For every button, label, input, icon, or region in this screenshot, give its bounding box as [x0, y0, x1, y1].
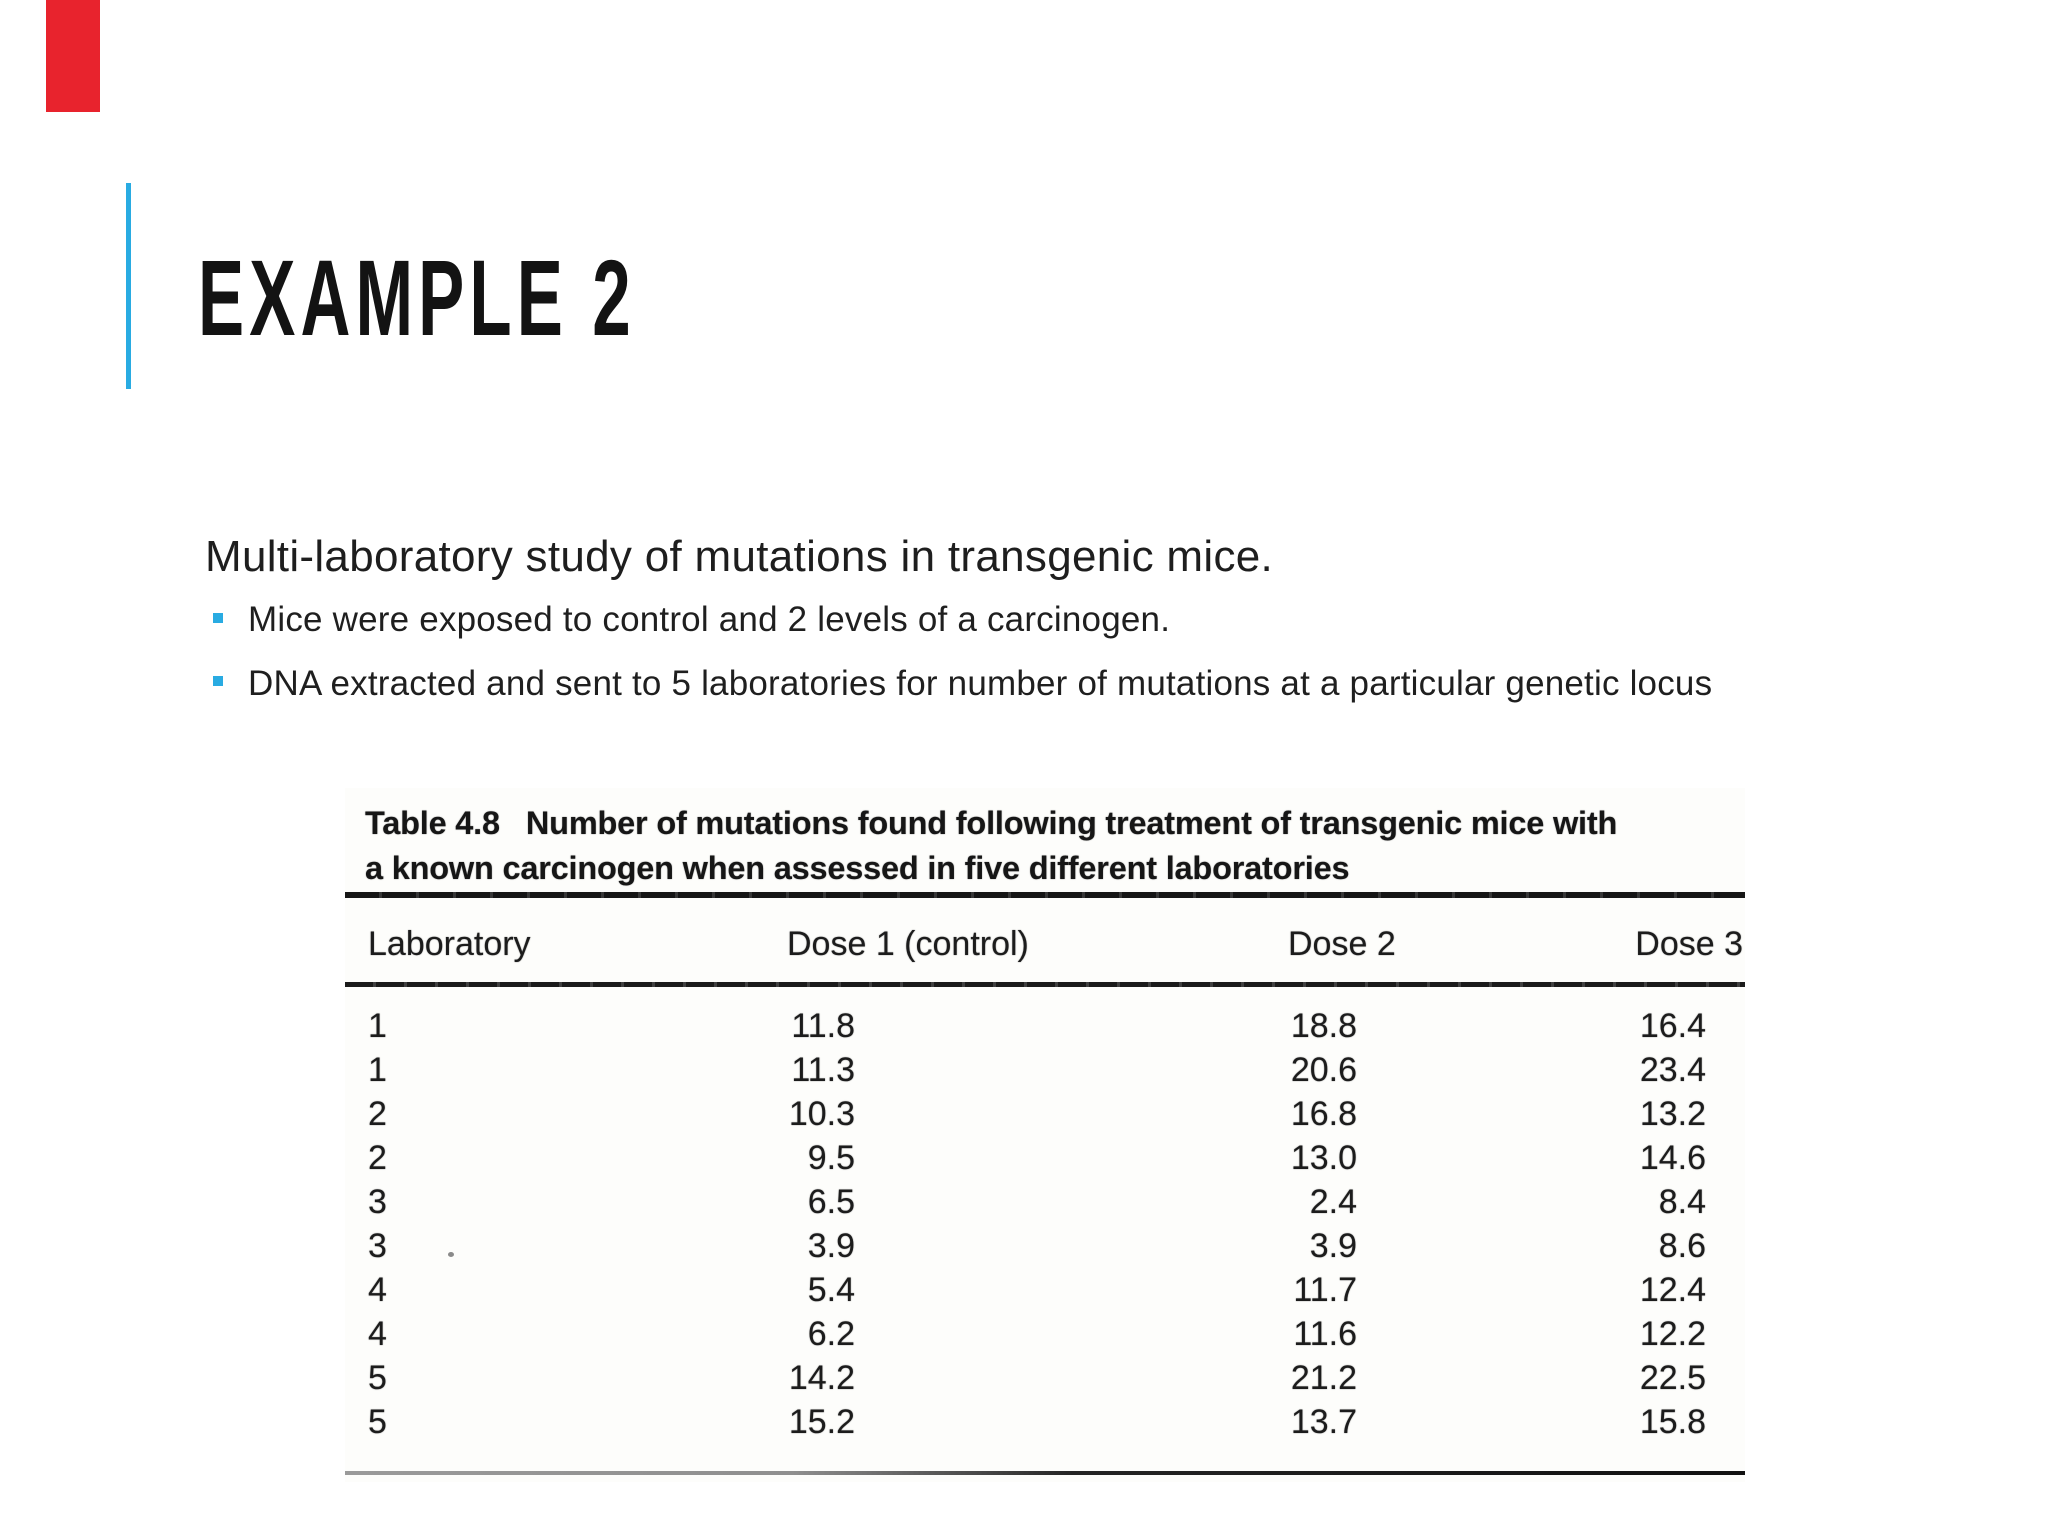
table-cell: 11.3: [791, 1051, 855, 1089]
table-cell: 3: [368, 1183, 387, 1221]
table-cell: 15.8: [1639, 1403, 1706, 1441]
table-cell: 14.6: [1639, 1139, 1706, 1177]
table-cell: 3.9: [1309, 1227, 1357, 1265]
table-cell: 18.8: [1290, 1007, 1357, 1045]
table-header-rule: [345, 982, 1745, 987]
table-cell: 21.2: [1290, 1359, 1357, 1397]
table-cell: 3.9: [807, 1227, 855, 1265]
table-bottom-rule: [345, 1471, 1745, 1475]
table-cell: 5: [368, 1359, 387, 1397]
table-row: 4 5.4 11.7 12.4: [345, 1268, 1745, 1312]
table-cell: 16.4: [1639, 1007, 1706, 1045]
table-row: 5 15.2 13.7 15.8: [345, 1400, 1745, 1444]
table-cell: 12.4: [1639, 1271, 1706, 1309]
table-cell: 13.7: [1290, 1403, 1357, 1441]
table-cell: 12.2: [1639, 1315, 1706, 1353]
table-cell: 6.2: [807, 1315, 855, 1353]
table-cell: 4: [368, 1315, 387, 1353]
table-cell: 16.8: [1290, 1095, 1357, 1133]
table-cell: 13.0: [1290, 1139, 1357, 1177]
slide-title: EXAMPLE 2: [198, 237, 636, 358]
table-caption-line1: Number of mutations found following trea…: [525, 805, 1618, 841]
table-cell: 2: [368, 1139, 387, 1177]
table-cell: 2.4: [1309, 1183, 1357, 1221]
table-row: 5 14.2 21.2 22.5: [345, 1356, 1745, 1400]
table-cell: 23.4: [1639, 1051, 1706, 1089]
table-cell: 6.5: [807, 1183, 855, 1221]
table-cell: 11.6: [1293, 1315, 1357, 1353]
table-row: 3 3.9 3.9 8.6: [345, 1224, 1745, 1268]
table-cell: 15.2: [788, 1403, 855, 1441]
column-header-dose3: Dose 3: [1635, 925, 1743, 963]
column-header-dose1: Dose 1 (control): [787, 925, 1029, 963]
red-corner-tab: [46, 0, 100, 112]
table-cell: 10.3: [788, 1095, 855, 1133]
title-accent-line: [126, 183, 131, 389]
table-cell: 11.7: [1293, 1271, 1357, 1309]
scanned-table-image: Table 4.8 Number of mutations found follo…: [345, 788, 1745, 1482]
table-body: 1 11.8 18.8 16.4 1 11.3 20.6 23.4 2 10.3 16.8 13.2 2…: [345, 1004, 1745, 1444]
table-row: 2 9.5 13.0 14.6: [345, 1136, 1745, 1180]
table-cell: 8.6: [1658, 1227, 1706, 1265]
table-cell: 14.2: [788, 1359, 855, 1397]
table-cell: 4: [368, 1271, 387, 1309]
table-cell: 5.4: [807, 1271, 855, 1309]
table-cell: 9.5: [807, 1139, 855, 1177]
table-row: 2 10.3 16.8 13.2: [345, 1092, 1745, 1136]
table-caption-line2: a known carcinogen when assessed in five…: [365, 850, 1350, 886]
column-header-dose2: Dose 2: [1288, 925, 1396, 963]
table-cell: 1: [368, 1051, 387, 1089]
table-row: 3 6.5 2.4 8.4: [345, 1180, 1745, 1224]
table-cell: 3: [368, 1227, 387, 1265]
table-cell: 1: [368, 1007, 387, 1045]
bullet-square-icon: [213, 613, 223, 623]
table-cell: 13.2: [1639, 1095, 1706, 1133]
table-cell: 20.6: [1290, 1051, 1357, 1089]
table-cell: 2: [368, 1095, 387, 1133]
table-cell: 8.4: [1658, 1183, 1706, 1221]
bullet-square-icon: [213, 676, 223, 686]
bullet-item: DNA extracted and sent to 5 laboratories…: [248, 664, 1713, 703]
column-header-laboratory: Laboratory: [368, 925, 531, 963]
table-caption: Table 4.8 Number of mutations found follo…: [365, 801, 1745, 891]
table-cell: 22.5: [1639, 1359, 1706, 1397]
table-cell: 5: [368, 1403, 387, 1441]
scan-artifact-dot: [448, 1252, 454, 1257]
table-row: 4 6.2 11.6 12.2: [345, 1312, 1745, 1356]
table-top-rule: [345, 892, 1745, 898]
table-caption-label: Table 4.8: [365, 805, 500, 841]
bullet-item: Mice were exposed to control and 2 level…: [248, 600, 1171, 639]
table-row: 1 11.8 18.8 16.4: [345, 1004, 1745, 1048]
table-cell: 11.8: [791, 1007, 855, 1045]
table-row: 1 11.3 20.6 23.4: [345, 1048, 1745, 1092]
table-header-row: Laboratory Dose 1 (control) Dose 2 Dose …: [345, 924, 1745, 964]
body-heading: Multi-laboratory study of mutations in t…: [205, 532, 1274, 581]
